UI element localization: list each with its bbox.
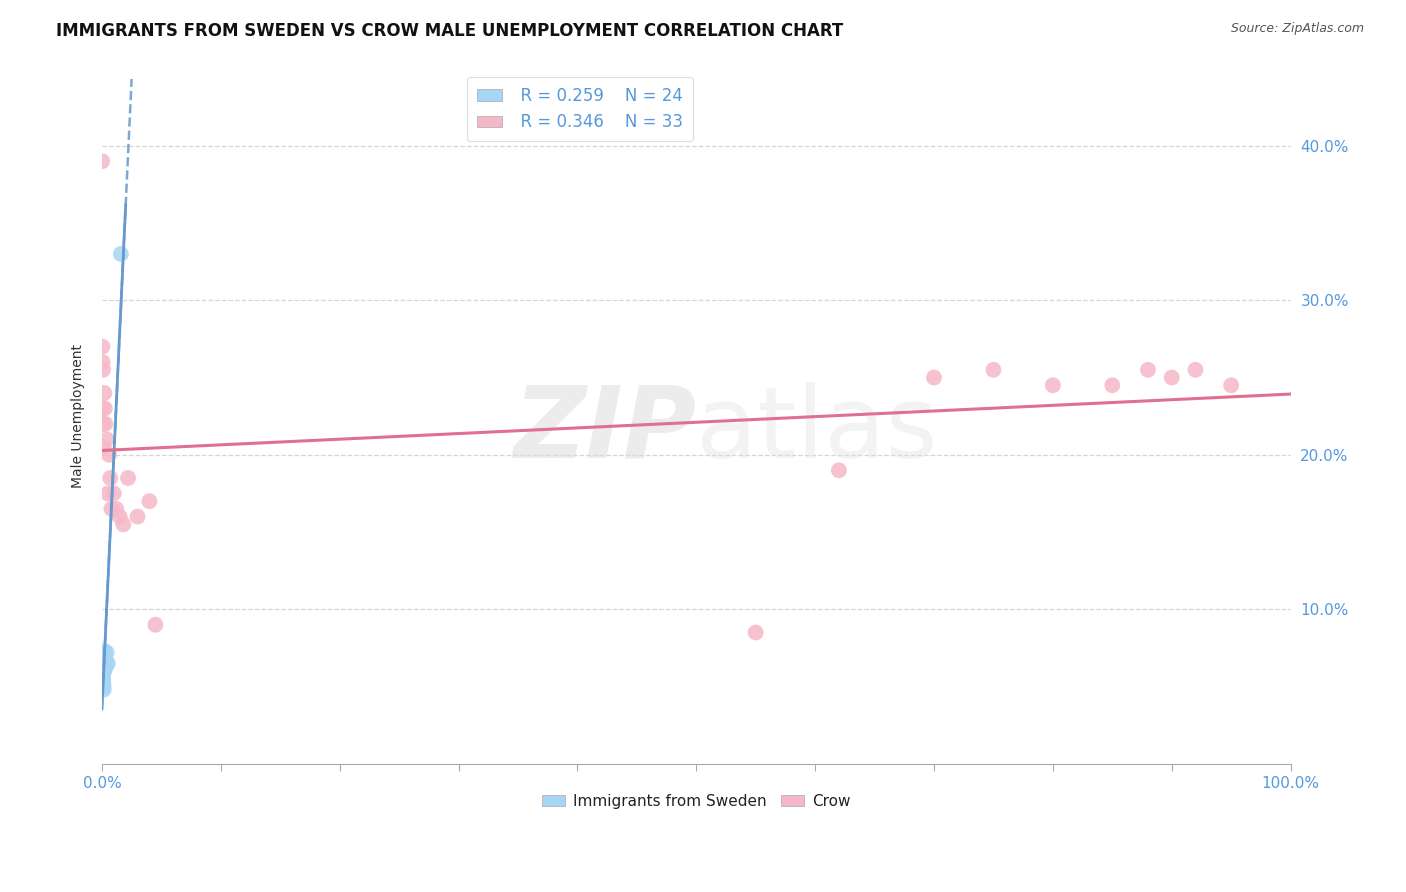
Point	[127, 509, 149, 524]
Point	[98, 448, 121, 462]
Point	[105, 501, 128, 516]
Point	[91, 678, 114, 692]
Point	[93, 661, 115, 675]
Point	[983, 363, 1005, 377]
Point	[91, 340, 114, 354]
Text: atlas: atlas	[696, 382, 938, 479]
Point	[828, 463, 851, 477]
Point	[112, 517, 135, 532]
Point	[93, 440, 115, 454]
Point	[93, 648, 115, 663]
Point	[93, 682, 115, 697]
Point	[1101, 378, 1123, 392]
Point	[96, 646, 118, 660]
Point	[91, 401, 114, 416]
Point	[1160, 370, 1182, 384]
Point	[93, 680, 115, 694]
Point	[138, 494, 160, 508]
Point	[94, 653, 117, 667]
Point	[91, 674, 114, 689]
Point	[91, 652, 114, 666]
Point	[103, 486, 125, 500]
Point	[1220, 378, 1243, 392]
Point	[94, 659, 117, 673]
Point	[744, 625, 766, 640]
Point	[91, 659, 114, 673]
Point	[117, 471, 139, 485]
Point	[1042, 378, 1064, 392]
Point	[94, 657, 117, 671]
Point	[922, 370, 945, 384]
Point	[94, 401, 117, 416]
Point	[91, 417, 114, 431]
Point	[110, 247, 132, 261]
Point	[91, 355, 114, 369]
Point	[93, 655, 115, 669]
Text: IMMIGRANTS FROM SWEDEN VS CROW MALE UNEMPLOYMENT CORRELATION CHART: IMMIGRANTS FROM SWEDEN VS CROW MALE UNEM…	[56, 22, 844, 40]
Point	[108, 509, 131, 524]
Point	[94, 417, 117, 431]
Point	[93, 386, 115, 401]
Point	[97, 657, 120, 671]
Point	[96, 433, 118, 447]
Point	[91, 676, 114, 690]
Point	[97, 486, 120, 500]
Point	[91, 665, 114, 680]
Point	[98, 471, 121, 485]
Point	[1184, 363, 1206, 377]
Point	[93, 664, 115, 678]
Point	[100, 501, 122, 516]
Point	[145, 617, 167, 632]
Point	[93, 644, 115, 658]
Point	[91, 669, 114, 683]
Point	[91, 672, 114, 686]
Point	[91, 663, 114, 677]
Point	[91, 657, 114, 671]
Point	[91, 363, 114, 377]
Point	[91, 154, 114, 169]
Point	[91, 673, 114, 688]
Text: ZIP: ZIP	[513, 382, 696, 479]
Point	[1136, 363, 1159, 377]
Y-axis label: Male Unemployment: Male Unemployment	[72, 344, 86, 488]
Legend: Immigrants from Sweden, Crow: Immigrants from Sweden, Crow	[536, 788, 856, 815]
Text: Source: ZipAtlas.com: Source: ZipAtlas.com	[1230, 22, 1364, 36]
